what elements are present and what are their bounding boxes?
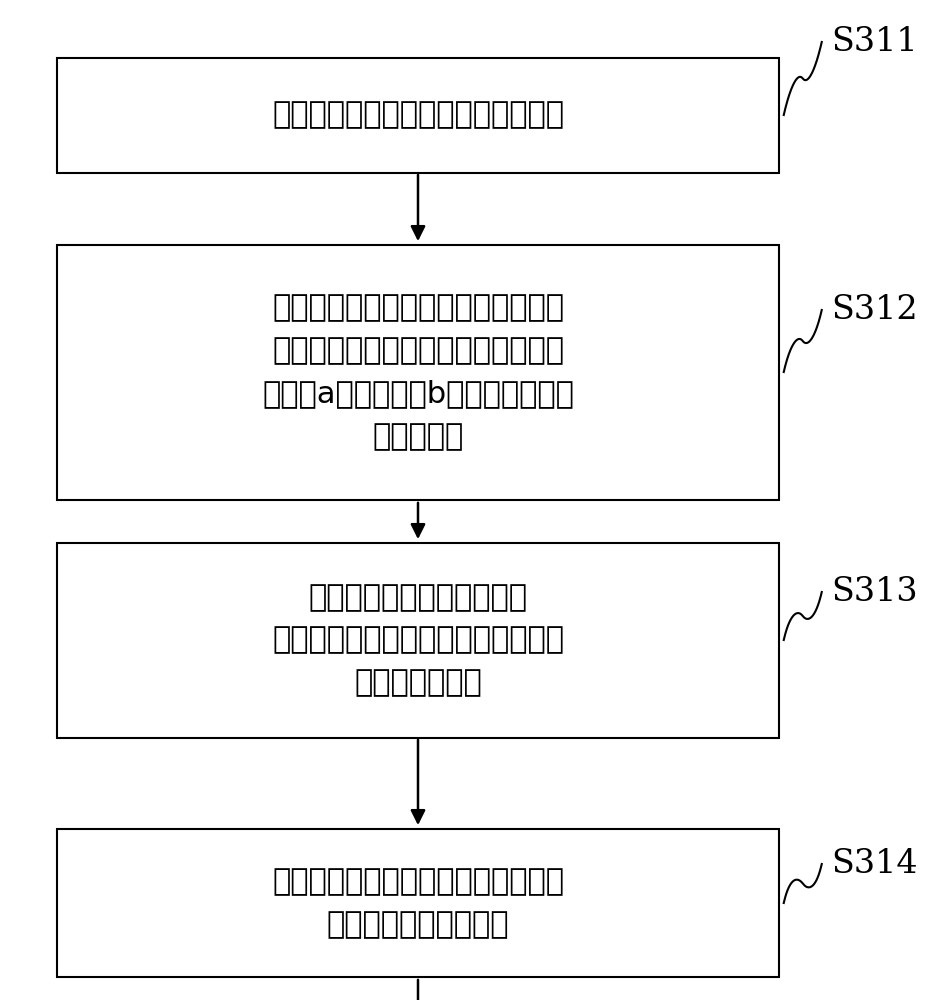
Bar (57, 542, 779, 738)
Bar (57, 57, 779, 172)
Text: 提取脸部颜色作为人体皮肤的基准色: 提取脸部颜色作为人体皮肤的基准色 (272, 101, 564, 129)
Text: S312: S312 (831, 294, 918, 326)
Text: S314: S314 (831, 848, 918, 880)
Text: S311: S311 (831, 26, 918, 58)
Bar (57, 829, 779, 977)
Text: 在车机界面主题库中调取与接近的服
饰套装匹配的主题图案: 在车机界面主题库中调取与接近的服 饰套装匹配的主题图案 (272, 867, 564, 939)
Text: 将上身图像和下身图像中将与所述基
准色相同区域剔除，获得剔除后的上
身图像a和下身图像b，即为上衣款式
和下衣款式: 将上身图像和下身图像中将与所述基 准色相同区域剔除，获得剔除后的上 身图像a和下… (262, 293, 574, 451)
Text: 组合上衣款式和下衣款式，
与已预先设置的成衣数据库中匹配最
接近的服饰套装: 组合上衣款式和下衣款式， 与已预先设置的成衣数据库中匹配最 接近的服饰套装 (272, 583, 564, 697)
Text: S313: S313 (831, 576, 918, 608)
Bar (57, 244, 779, 500)
